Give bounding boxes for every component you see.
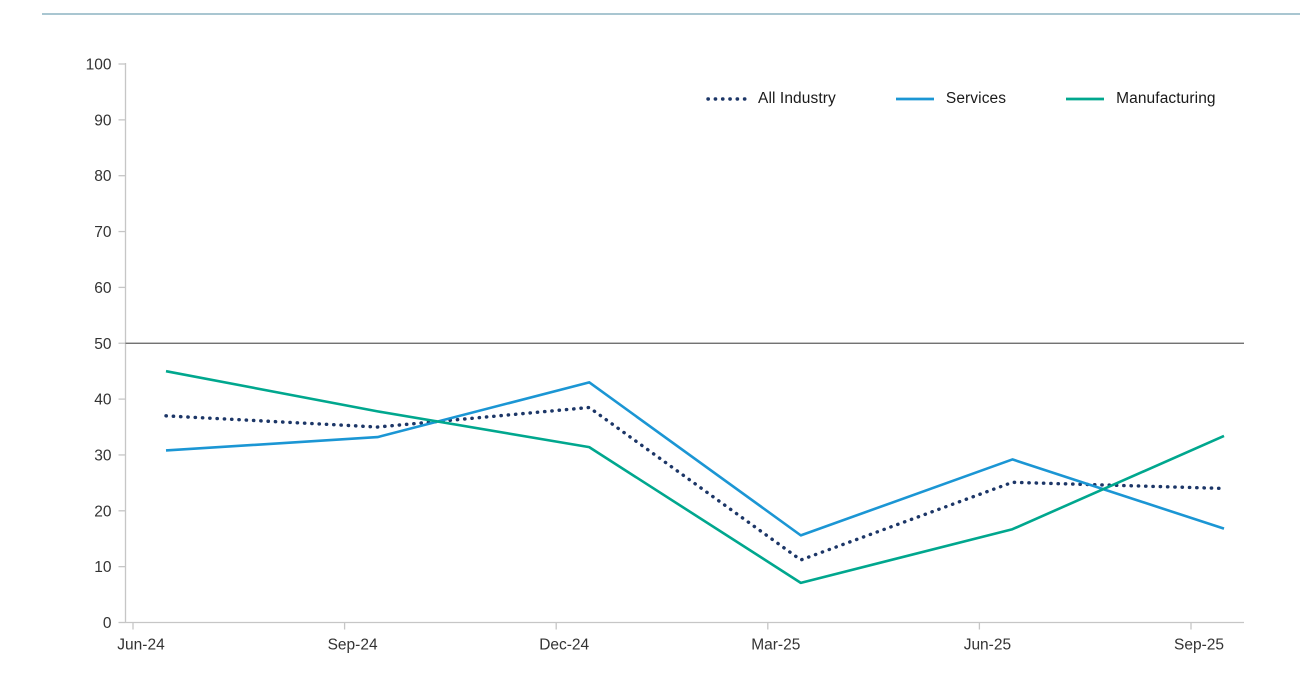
series-line-services [165,381,1225,537]
y-tick-label: 60 [94,280,112,297]
solid-line-swatch-icon [1064,96,1106,102]
legend-label-manufacturing: Manufacturing [1116,90,1216,107]
x-tick-label: Mar-25 [751,637,800,654]
y-tick-label: 40 [94,392,112,409]
y-tick-label: 80 [94,168,112,185]
y-tick-label: 10 [94,559,112,576]
x-tick-label: Jun-24 [117,637,165,654]
y-tick-label: 30 [94,447,112,464]
top-divider-line [42,13,1300,15]
legend-item-services: Services [894,90,1006,108]
legend-item-all-industry: All Industry [706,90,836,108]
legend-label-services: Services [945,90,1007,107]
legend-item-manufacturing: Manufacturing [1064,90,1216,108]
y-tick-label: 50 [94,336,112,353]
x-tick-label: Sep-24 [328,637,378,654]
y-tick-label: 90 [94,112,112,129]
series-line-manufacturing [165,369,1225,585]
x-tick-label: Jun-25 [964,637,1011,654]
y-tick-label: 70 [94,224,112,241]
y-tick-label: 0 [103,615,112,632]
y-tick-label: 100 [86,57,112,74]
series-line-all-industry [164,405,1226,562]
dotted-line-swatch-icon [706,96,748,102]
legend-label-all-industry: All Industry [758,90,836,107]
y-tick-label: 20 [94,503,112,520]
solid-line-swatch-icon [894,96,936,102]
chart-legend: All Industry Services Manufacturing [706,90,1216,108]
x-tick-label: Dec-24 [539,637,589,654]
x-tick-label: Sep-25 [1174,637,1224,654]
